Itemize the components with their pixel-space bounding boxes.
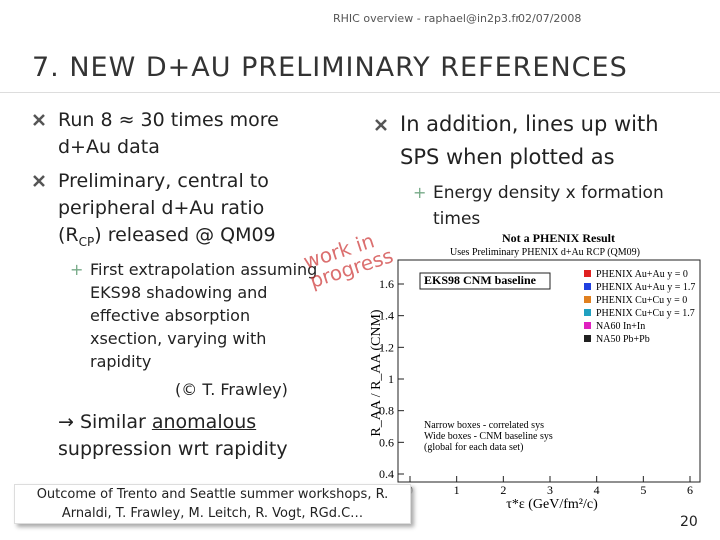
bullet: In addition, lines up with SPS when plot… (375, 108, 700, 174)
bullet-icon (375, 119, 387, 131)
legend-marker (584, 283, 591, 290)
bullet: Run 8 ≈ 30 times more d+Au data (33, 107, 328, 161)
y-tick-label: 0.8 (379, 404, 394, 418)
figure-subtitle: Uses Preliminary PHENIX d+Au RCP (QM09) (450, 247, 640, 258)
legend-label: PHENIX Au+Au y = 1.7 (596, 282, 695, 293)
rcp-sub: CP (78, 234, 95, 249)
plot-frame (397, 259, 701, 483)
x-tick-label: 4 (594, 483, 600, 497)
sub-bullet-text: First extrapolation assuming EKS98 shado… (90, 260, 318, 371)
credit: (© T. Frawley) (175, 380, 288, 399)
legend-marker (584, 296, 591, 303)
figure-note: Narrow boxes - correlated sys (424, 420, 544, 431)
figure: Not a PHENIX Result Uses Preliminary PHE… (369, 231, 701, 512)
page-number: 20 (680, 514, 698, 530)
plus-icon: + (70, 260, 84, 279)
bullet-icon (33, 114, 45, 126)
bullet-text: In addition, lines up with SPS when plot… (400, 112, 659, 169)
bullet-text: Run 8 ≈ 30 times more d+Au data (58, 109, 279, 158)
rcp-text: ) released @ QM09 (94, 224, 276, 246)
baseline-label: EKS98 CNM baseline (424, 273, 537, 287)
bullet: Preliminary, central to peripheral d+Au … (33, 168, 328, 256)
y-tick-label: 0.4 (379, 467, 394, 481)
x-tick-label: 1 (454, 483, 460, 497)
legend: PHENIX Au+Au y = 0 PHENIX Au+Au y = 1.7 PH… (584, 269, 695, 345)
y-tick-label: 0.6 (379, 435, 394, 449)
figure-title: Not a PHENIX Result (502, 231, 615, 245)
x-tick-label: 3 (547, 483, 553, 497)
x-axis-label: τ*ε (GeV/fm²/c) (506, 497, 598, 512)
rcp-text: (R (58, 224, 79, 246)
sub-bullet-text: Energy density x formation times (433, 183, 664, 229)
conclusion-text: → Similar (58, 411, 152, 433)
legend-marker (584, 309, 591, 316)
y-tick-label: 1.6 (379, 277, 394, 291)
bullet-icon (33, 175, 45, 187)
header-text: RHIC overview - raphael@in2p3.fr (333, 12, 520, 25)
legend-marker (584, 270, 591, 277)
legend-label: NA50 Pb+Pb (596, 334, 650, 345)
figure-note: Wide boxes - CNM baseline sys (424, 431, 553, 442)
conclusion: → Similar anomalous suppression wrt rapi… (58, 409, 338, 463)
y-tick-label: 1.4 (379, 309, 394, 323)
sub-bullet: + Energy density x formation times (413, 180, 713, 232)
y-tick-label: 1 (388, 372, 394, 386)
y-axis-label: R_AA / R_AA (CNM) (369, 309, 384, 437)
y-tick-label: 1.2 (379, 340, 394, 354)
x-tick-label: 6 (687, 483, 693, 497)
sub-bullet: + First extrapolation assuming EKS98 sha… (70, 258, 320, 373)
conclusion-underlined: anomalous (151, 411, 257, 433)
legend-label: NA60 In+In (596, 321, 645, 332)
legend-label: PHENIX Au+Au y = 0 (596, 269, 688, 280)
legend-label: PHENIX Cu+Cu y = 0 (596, 295, 687, 306)
slide-title: 7. NEW D+AU PRELIMINARY REFERENCES (32, 52, 628, 83)
plus-icon: + (413, 183, 427, 202)
footer-box: Outcome of Trento and Seattle summer wor… (14, 484, 411, 524)
baseline-box (419, 272, 551, 290)
x-tick-label: 2 (500, 483, 506, 497)
bullet-text: Preliminary, central to peripheral d+Au … (58, 170, 269, 219)
figure-note: (global for each data set) (424, 442, 523, 453)
legend-label: PHENIX Cu+Cu y = 1.7 (596, 308, 695, 319)
conclusion-text: suppression wrt rapidity (58, 438, 288, 460)
legend-marker (584, 335, 591, 342)
title-rule (0, 92, 720, 93)
header-date: 02/07/2008 (518, 12, 582, 25)
x-tick-label: 5 (640, 483, 646, 497)
legend-marker (584, 322, 591, 329)
